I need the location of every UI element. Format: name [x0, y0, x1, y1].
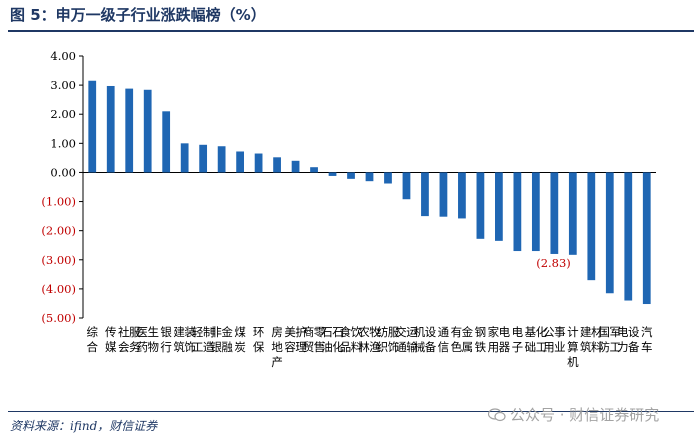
bar: [143, 89, 152, 173]
x-category-label: 房地产: [271, 325, 283, 369]
x-category-label: 有色金属: [451, 325, 474, 354]
x-category-label: 通信: [438, 325, 450, 354]
bar: [347, 172, 355, 179]
bar: [384, 172, 392, 184]
footer-rule: [8, 411, 694, 412]
bar: [550, 172, 559, 254]
chart-title: 图 5：申万一级子行业涨跌幅榜（%）: [10, 6, 266, 24]
x-category-label: 银行: [160, 325, 172, 354]
x-category-label: 煤炭: [234, 325, 246, 354]
bar: [125, 88, 134, 173]
x-category-label: 纺织服饰: [377, 325, 400, 354]
x-category-label: 农林牧渔: [358, 325, 381, 354]
bar: [88, 80, 97, 173]
bar: [106, 85, 115, 173]
x-category-label: 机械设备: [414, 325, 437, 354]
bar: [180, 143, 189, 173]
y-tick-label: (3.00): [41, 253, 76, 267]
bar: [199, 144, 208, 173]
bar: [217, 146, 226, 173]
bar: [476, 172, 485, 239]
x-category-label: 石油石化: [321, 325, 344, 354]
y-tick-label: 3.00: [50, 78, 76, 92]
bar: [624, 172, 633, 301]
data-label: (2.83): [536, 256, 571, 270]
x-category-label: 非银金融: [210, 325, 233, 354]
x-category-label: 家用电器: [488, 325, 511, 354]
x-category-label: 电力设备: [617, 325, 640, 354]
source-note: 资料来源：ifind，财信证券: [10, 419, 158, 433]
bar: [605, 172, 614, 294]
x-category-label: 食品饮料: [340, 325, 363, 354]
bar: [513, 172, 522, 252]
bar: [495, 172, 503, 241]
bar: [291, 160, 300, 173]
y-tick-label: (4.00): [41, 282, 76, 296]
x-category-label: 传媒: [105, 325, 117, 354]
y-tick-label: 1.00: [50, 136, 76, 150]
x-category-label: 轻工制造: [192, 325, 215, 354]
bar: [310, 167, 318, 173]
x-category-label: 建筑材料: [580, 325, 603, 354]
watermark: 公众号 · 财信证券研究: [488, 404, 659, 425]
x-category-label: 社会服务: [118, 325, 141, 354]
bar: [162, 111, 171, 173]
x-category-label: 国防军工: [599, 325, 622, 354]
bar: [568, 172, 577, 255]
bar: [642, 172, 651, 305]
y-tick-label: 0.00: [50, 165, 76, 179]
bar: [236, 151, 244, 173]
x-category-label: 电子: [512, 325, 524, 354]
x-category-label: 综合: [86, 325, 98, 354]
bar: [254, 153, 263, 173]
y-tick-label: (5.00): [41, 311, 76, 325]
title-rule: [8, 30, 694, 32]
y-tick-label: 4.00: [50, 49, 76, 63]
y-tick-label: (1.00): [41, 195, 76, 209]
x-category-label: 环保: [253, 325, 265, 354]
x-category-label: 美容护理: [284, 325, 307, 354]
x-category-label: 医药生物: [136, 325, 159, 354]
bar: [273, 157, 281, 173]
bar: [421, 172, 429, 217]
bar-chart: 4.00 3.00 2.00 1.00 0.00 (1.00) (2.00) (3.00) (4…: [41, 49, 656, 369]
x-category-label: 计算机: [567, 325, 579, 369]
x-category-label: 建筑装饰: [173, 325, 196, 354]
y-tick-label: 2.00: [50, 107, 76, 121]
x-category-label: 汽车: [641, 325, 653, 354]
x-category-label: 交通运输: [395, 325, 418, 354]
x-category-label: 商贸零售: [303, 325, 326, 354]
bar: [587, 172, 596, 281]
y-tick-label: (2.00): [41, 224, 76, 238]
bar: [531, 172, 540, 252]
bar: [328, 172, 337, 176]
bar: [458, 172, 466, 219]
bar: [365, 172, 374, 182]
watermark-text: 公众号 · 财信证券研究: [510, 406, 660, 424]
wechat-icon: [488, 408, 506, 422]
bar: [402, 172, 411, 200]
x-category-label: 钢铁: [475, 325, 487, 354]
x-category-label: 基础化工: [525, 325, 548, 354]
bar: [439, 172, 448, 217]
x-category-label: 公用事业: [543, 325, 566, 354]
